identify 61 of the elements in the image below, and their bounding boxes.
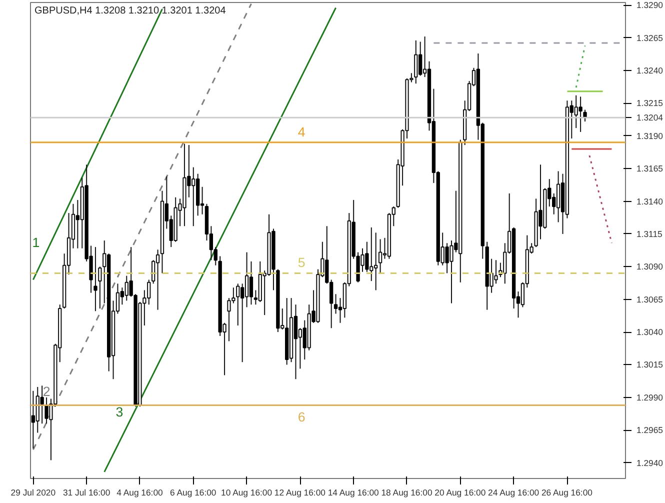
candlestick [422, 36, 427, 78]
chart-title: GBPUSD,H4 1.3208 1.3210 1.3201 1.3204 [34, 6, 226, 16]
annotation: 4 [298, 124, 306, 140]
candlestick [124, 275, 128, 302]
candlestick [414, 40, 418, 84]
candlestick [156, 249, 160, 310]
y-tick-label: 1.3090 [636, 262, 664, 272]
x-tick-label: 10 Aug 16:00 [221, 488, 272, 498]
candlestick [280, 308, 284, 330]
x-tick-label: 14 Aug 16:00 [328, 488, 380, 498]
candlestick [360, 248, 364, 272]
x-tick-label: 24 Aug 16:00 [488, 488, 540, 498]
candlestick [450, 240, 454, 304]
candlestick [298, 328, 302, 370]
y-tick-label: 1.2965 [636, 425, 664, 436]
y-tick-label: 1.3204 [636, 112, 664, 123]
candlestick [440, 232, 444, 266]
y-tick-label: 1.3165 [636, 164, 664, 174]
x-tick-label: 29 Jul 2020 [10, 488, 56, 498]
y-tick-label: 1.3065 [636, 294, 664, 304]
x-tick-label: 4 Aug 16:00 [116, 488, 164, 498]
candlestick [249, 260, 254, 306]
series-label: 2 [42, 384, 50, 400]
candlestick [334, 294, 338, 314]
y-tick-label: 1.2990 [636, 392, 664, 402]
y-tick-label: 1.3265 [636, 32, 664, 43]
annotation: 5 [298, 255, 306, 270]
candlestick [556, 170, 560, 223]
candlestick [583, 109, 587, 122]
annotation: 6 [298, 409, 306, 424]
candlestick [578, 96, 582, 132]
candlestick [192, 166, 196, 227]
candlestick [31, 390, 36, 449]
x-tick-label: 6 Aug 16:00 [170, 488, 216, 498]
x-tick-label: 26 Aug 16:00 [541, 488, 593, 498]
candlestick [244, 252, 249, 308]
y-tick-label: 1.3040 [636, 327, 664, 338]
y-tick-label: 1.3015 [636, 360, 664, 370]
x-tick-label: 18 Aug 16:00 [381, 488, 432, 498]
x-tick-label: 31 Jul 16:00 [62, 488, 110, 498]
y-tick-label: 1.3115 [636, 228, 663, 239]
series-label: 1 [32, 235, 40, 250]
y-tick-label: 1.3190 [636, 130, 664, 141]
x-tick-label: 12 Aug 16:00 [274, 488, 326, 498]
candlestick [370, 226, 374, 282]
y-tick-label: 1.3290 [636, 0, 664, 10]
candlestick [222, 322, 226, 376]
candlestick [236, 283, 240, 326]
series-label: 3 [116, 404, 124, 420]
candlestick [294, 304, 298, 380]
candlestick [378, 238, 382, 274]
candlestick [94, 246, 98, 312]
y-tick-label: 1.3140 [636, 196, 664, 206]
x-tick-label: 20 Aug 16:00 [434, 488, 486, 498]
y-tick-label: 1.3240 [636, 66, 664, 76]
candlestick [98, 266, 102, 309]
y-tick-label: 1.2940 [636, 458, 664, 468]
candlestick [102, 240, 106, 304]
y-tick-label: 1.3215 [636, 98, 664, 108]
candlestick [40, 385, 44, 424]
candlestick [574, 94, 578, 129]
